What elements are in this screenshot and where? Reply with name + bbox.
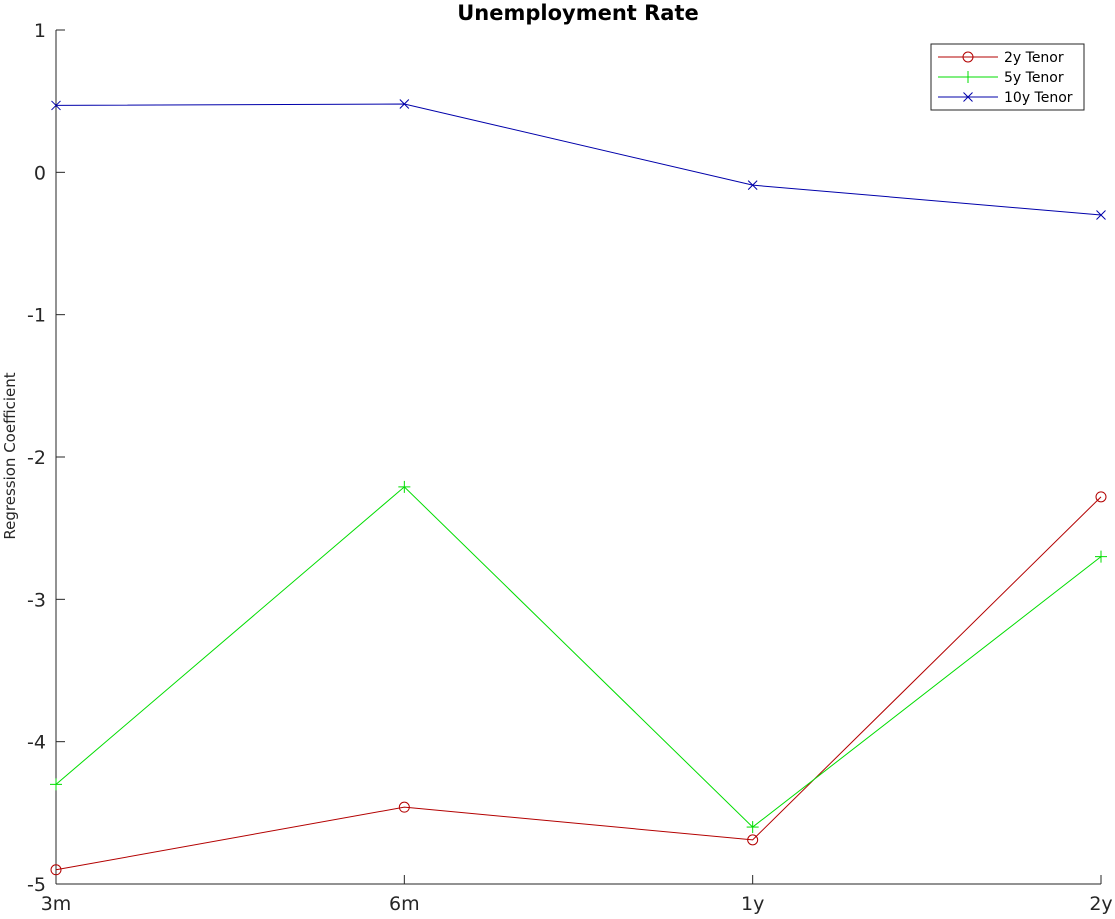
legend-entry: 2y Tenor xyxy=(938,50,1064,66)
legend-marker xyxy=(962,71,974,83)
legend-label: 2y Tenor xyxy=(1004,50,1064,66)
y-tick-label: -2 xyxy=(27,447,46,469)
y-tick-label: 0 xyxy=(34,162,46,184)
data-point xyxy=(50,864,62,876)
data-point xyxy=(1095,491,1107,503)
legend-entry: 10y Tenor xyxy=(938,90,1073,106)
y-tick-label: -3 xyxy=(27,589,46,611)
y-tick-label: -5 xyxy=(27,874,46,896)
data-point xyxy=(747,834,759,846)
data-point xyxy=(51,100,61,111)
series-2 xyxy=(50,480,1107,834)
data-point xyxy=(747,180,758,190)
chart-title: Unemployment Rate xyxy=(457,1,699,25)
x-tick-label: 3m xyxy=(41,893,72,915)
x-tick-label: 1y xyxy=(741,893,764,915)
data-point xyxy=(50,778,62,791)
y-tick-label: -1 xyxy=(27,305,46,327)
series-line xyxy=(55,103,1102,216)
x-tick-label: 6m xyxy=(389,893,420,915)
series-line xyxy=(55,486,1102,828)
legend-entry: 5y Tenor xyxy=(938,70,1064,86)
legend: 2y Tenor 5y Tenor 10y Tenor xyxy=(930,43,1085,111)
data-point xyxy=(398,801,410,813)
series-line xyxy=(55,496,1102,871)
axes: 1 0 -1 -2 -3 -4 -53m 6m 1y 2y xyxy=(27,20,1113,915)
legend-label: 10y Tenor xyxy=(1004,90,1073,106)
legend-marker xyxy=(963,92,973,102)
data-point xyxy=(1095,550,1107,563)
data-point xyxy=(746,821,759,834)
series-3 xyxy=(51,99,1106,220)
legend-marker xyxy=(962,51,974,63)
y-axis-label: Regression Coefficient xyxy=(1,372,19,539)
data-point xyxy=(398,480,411,493)
data-point xyxy=(1096,210,1106,220)
y-tick-label: -4 xyxy=(27,732,46,754)
x-tick-label: 2y xyxy=(1089,893,1112,915)
series-1 xyxy=(50,491,1107,876)
legend-label: 5y Tenor xyxy=(1004,70,1064,86)
data-point xyxy=(399,99,410,109)
series-layer xyxy=(50,99,1107,876)
y-tick-label: 1 xyxy=(34,20,46,42)
